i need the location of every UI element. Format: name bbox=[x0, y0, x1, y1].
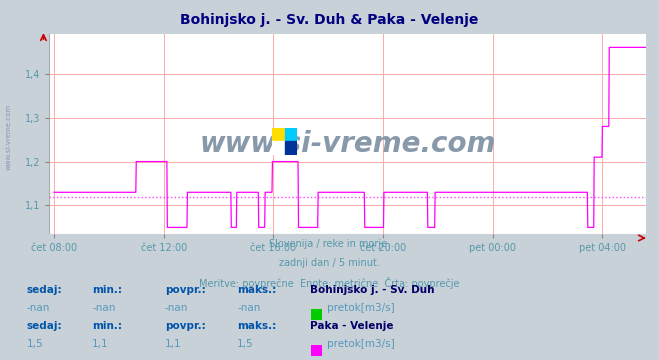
Text: sedaj:: sedaj: bbox=[26, 285, 62, 296]
Text: -nan: -nan bbox=[237, 303, 260, 314]
Text: min.:: min.: bbox=[92, 321, 123, 332]
Text: Meritve: povprečne  Enote: metrične  Črta: povprečje: Meritve: povprečne Enote: metrične Črta:… bbox=[199, 277, 460, 289]
Text: Bohinjsko j. - Sv. Duh: Bohinjsko j. - Sv. Duh bbox=[310, 285, 434, 296]
Polygon shape bbox=[285, 141, 297, 155]
Text: Paka - Velenje: Paka - Velenje bbox=[310, 321, 393, 332]
Text: -nan: -nan bbox=[165, 303, 188, 314]
Text: 1,1: 1,1 bbox=[165, 339, 181, 350]
Text: zadnji dan / 5 minut.: zadnji dan / 5 minut. bbox=[279, 258, 380, 268]
Text: -nan: -nan bbox=[92, 303, 115, 314]
Text: 1,1: 1,1 bbox=[92, 339, 109, 350]
Text: www.si-vreme.com: www.si-vreme.com bbox=[5, 104, 12, 170]
Text: maks.:: maks.: bbox=[237, 321, 277, 332]
Text: pretok[m3/s]: pretok[m3/s] bbox=[327, 339, 395, 350]
Text: -nan: -nan bbox=[26, 303, 49, 314]
Text: 1,5: 1,5 bbox=[237, 339, 254, 350]
Polygon shape bbox=[285, 128, 297, 141]
Polygon shape bbox=[272, 141, 285, 155]
Text: min.:: min.: bbox=[92, 285, 123, 296]
Text: pretok[m3/s]: pretok[m3/s] bbox=[327, 303, 395, 314]
Text: sedaj:: sedaj: bbox=[26, 321, 62, 332]
Text: maks.:: maks.: bbox=[237, 285, 277, 296]
Text: 1,5: 1,5 bbox=[26, 339, 43, 350]
Text: Bohinjsko j. - Sv. Duh & Paka - Velenje: Bohinjsko j. - Sv. Duh & Paka - Velenje bbox=[181, 13, 478, 27]
Text: Slovenija / reke in morje.: Slovenija / reke in morje. bbox=[269, 239, 390, 249]
Text: povpr.:: povpr.: bbox=[165, 321, 206, 332]
Polygon shape bbox=[272, 128, 285, 141]
Text: www.si-vreme.com: www.si-vreme.com bbox=[200, 130, 496, 158]
Text: povpr.:: povpr.: bbox=[165, 285, 206, 296]
